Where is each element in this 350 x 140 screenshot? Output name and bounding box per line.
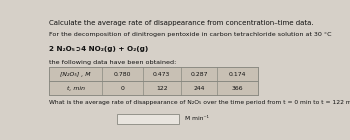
Text: 0.780: 0.780 <box>114 72 131 77</box>
Text: 0: 0 <box>120 86 124 91</box>
Text: For the decomposition of dinitrogen pentoxide in carbon tetrachloride solution a: For the decomposition of dinitrogen pent… <box>49 32 332 37</box>
Text: 366: 366 <box>232 86 244 91</box>
Text: the following data have been obtained:: the following data have been obtained: <box>49 60 176 65</box>
Text: 122: 122 <box>156 86 168 91</box>
Text: [N₂O₅] , M: [N₂O₅] , M <box>60 72 91 77</box>
Text: What is the average rate of disappearance of N₂O₅ over the time period from t = : What is the average rate of disappearanc… <box>49 100 350 105</box>
Text: 2 N₂O₅➲4 NO₂(g) + O₂(g): 2 N₂O₅➲4 NO₂(g) + O₂(g) <box>49 46 148 52</box>
FancyBboxPatch shape <box>49 67 258 81</box>
Text: 244: 244 <box>193 86 205 91</box>
Text: Calculate the average rate of disappearance from concentration–time data.: Calculate the average rate of disappeara… <box>49 20 314 26</box>
Text: 0.287: 0.287 <box>190 72 208 77</box>
Text: M min⁻¹: M min⁻¹ <box>185 116 209 121</box>
FancyBboxPatch shape <box>49 81 258 95</box>
FancyBboxPatch shape <box>117 114 179 123</box>
Text: 0.174: 0.174 <box>229 72 246 77</box>
Text: 0.473: 0.473 <box>153 72 170 77</box>
Text: t, min: t, min <box>66 86 85 91</box>
